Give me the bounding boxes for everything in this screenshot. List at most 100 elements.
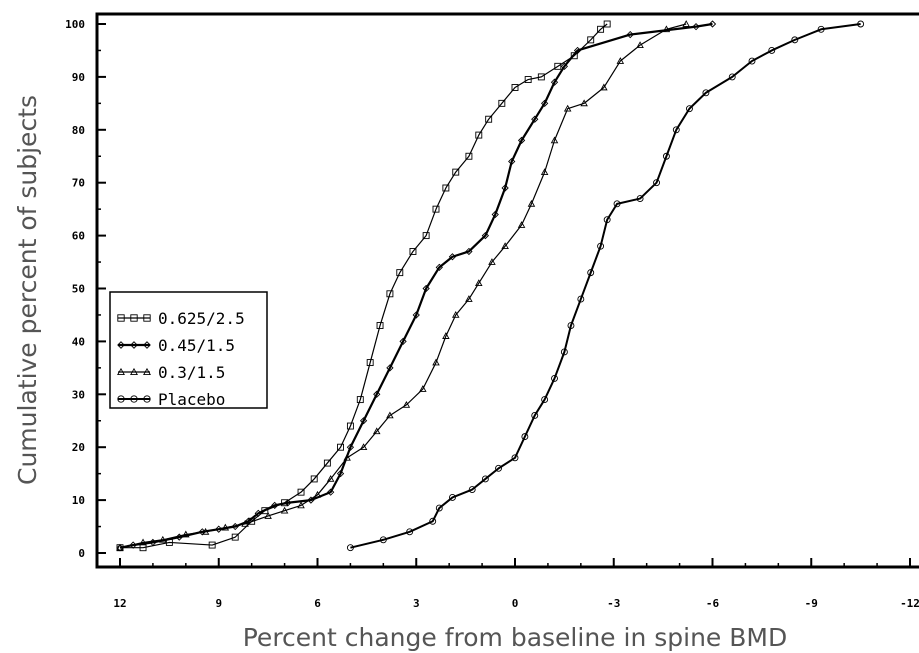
data-point-diamond [422, 284, 430, 293]
data-point-circle [702, 89, 710, 97]
data-point-diamond [708, 20, 717, 28]
legend-marker-triangle [143, 367, 151, 376]
data-point-triangle [402, 400, 411, 408]
data-point-circle [857, 20, 865, 28]
data-point-square [537, 73, 545, 81]
data-point-triangle [465, 295, 473, 302]
legend-entry: 0.625/2.5 [117, 309, 245, 328]
legend-marker-circle [117, 395, 125, 403]
data-point-square [422, 232, 430, 240]
data-point-square [310, 475, 318, 483]
data-point-triangle [201, 527, 210, 535]
data-point-circle [468, 486, 476, 493]
data-point-triangle [442, 332, 450, 339]
legend-marker-circle [130, 395, 138, 403]
data-point-circle [597, 242, 605, 250]
data-point-triangle [550, 136, 559, 144]
data-point-triangle [280, 506, 289, 514]
data-point-diamond [244, 517, 253, 525]
data-point-circle [686, 105, 693, 113]
data-point-circle [613, 200, 621, 208]
data-point-triangle [297, 501, 305, 509]
data-point-square [432, 205, 440, 213]
data-point-circle [379, 536, 387, 544]
data-point-square [386, 290, 394, 298]
legend-marker-diamond [117, 341, 125, 349]
data-point-circle [531, 412, 539, 419]
data-point-triangle [159, 535, 167, 543]
data-point-square [587, 36, 595, 44]
data-point-square [498, 99, 506, 107]
data-point-diamond [254, 509, 262, 517]
data-point-circle [817, 25, 825, 33]
data-point-square [231, 533, 239, 541]
data-point-diamond [481, 231, 490, 240]
data-point-triangle [432, 358, 440, 366]
legend-entry: 0.45/1.5 [117, 336, 235, 355]
data-point-diamond [307, 496, 315, 504]
data-point-diamond [359, 417, 368, 425]
y-tick-label: 50 [72, 283, 85, 296]
data-point-square [475, 131, 483, 139]
x-axis-title: Percent change from baseline in spine BM… [243, 623, 787, 652]
data-point-diamond [271, 501, 279, 510]
data-point-circle [728, 73, 736, 81]
series-line [350, 23, 861, 549]
data-point-triangle [501, 242, 509, 250]
data-point-triangle [662, 25, 671, 33]
x-tick-label: -6 [706, 597, 720, 610]
legend-marker-triangle [130, 367, 138, 376]
data-point-triangle [475, 279, 483, 287]
y-tick-label: 80 [72, 124, 85, 137]
data-point-square [337, 443, 344, 451]
data-point-circle [577, 295, 585, 303]
y-tick-label: 30 [72, 388, 85, 401]
data-point-diamond [448, 253, 457, 261]
data-point-triangle [517, 221, 526, 228]
series-diamond [116, 20, 717, 552]
legend-label: 0.45/1.5 [158, 336, 235, 355]
x-tick-label: 0 [512, 597, 519, 610]
data-point-circle [435, 504, 443, 512]
data-point-circle [449, 494, 456, 501]
series-square [116, 20, 611, 552]
data-point-circle [603, 216, 611, 224]
data-point-diamond [435, 263, 443, 271]
x-axis: 12 9 6 3 0 -3 -6 -9 -12 [113, 558, 919, 610]
data-point-diamond [465, 247, 473, 256]
data-point-square [465, 152, 473, 160]
x-tick-label: 9 [215, 597, 222, 610]
y-axis-title: Cumulative percent of subjects [13, 95, 42, 485]
data-point-square [597, 25, 605, 33]
y-tick-label: 60 [72, 230, 85, 243]
data-point-circle [748, 57, 756, 65]
data-point-triangle [313, 490, 322, 498]
data-point-circle [560, 348, 568, 356]
data-point-diamond [491, 210, 499, 219]
data-point-diamond [346, 443, 355, 451]
y-tick-label: 0 [78, 547, 85, 560]
data-point-triangle [540, 168, 549, 175]
data-point-triangle [116, 543, 124, 551]
series-line [119, 22, 713, 549]
data-point-square [396, 269, 404, 277]
data-point-square [452, 168, 460, 176]
legend-label: 0.3/1.5 [158, 363, 225, 382]
data-point-diamond [531, 115, 539, 123]
legend-marker-triangle [117, 367, 125, 376]
data-point-triangle [616, 57, 625, 64]
data-point-circle [567, 322, 575, 329]
data-point-square [366, 359, 374, 367]
data-point-triangle [139, 538, 147, 546]
data-point-diamond [412, 311, 420, 319]
legend-label: 0.625/2.5 [158, 309, 245, 328]
y-tick-label: 90 [72, 71, 85, 84]
series-line [120, 23, 608, 549]
y-tick-label: 20 [72, 441, 85, 454]
data-point-diamond [550, 78, 559, 86]
data-point-diamond [386, 364, 394, 372]
data-point-triangle [386, 411, 394, 419]
data-point-diamond [336, 470, 345, 478]
x-tick-label: -3 [607, 597, 620, 610]
